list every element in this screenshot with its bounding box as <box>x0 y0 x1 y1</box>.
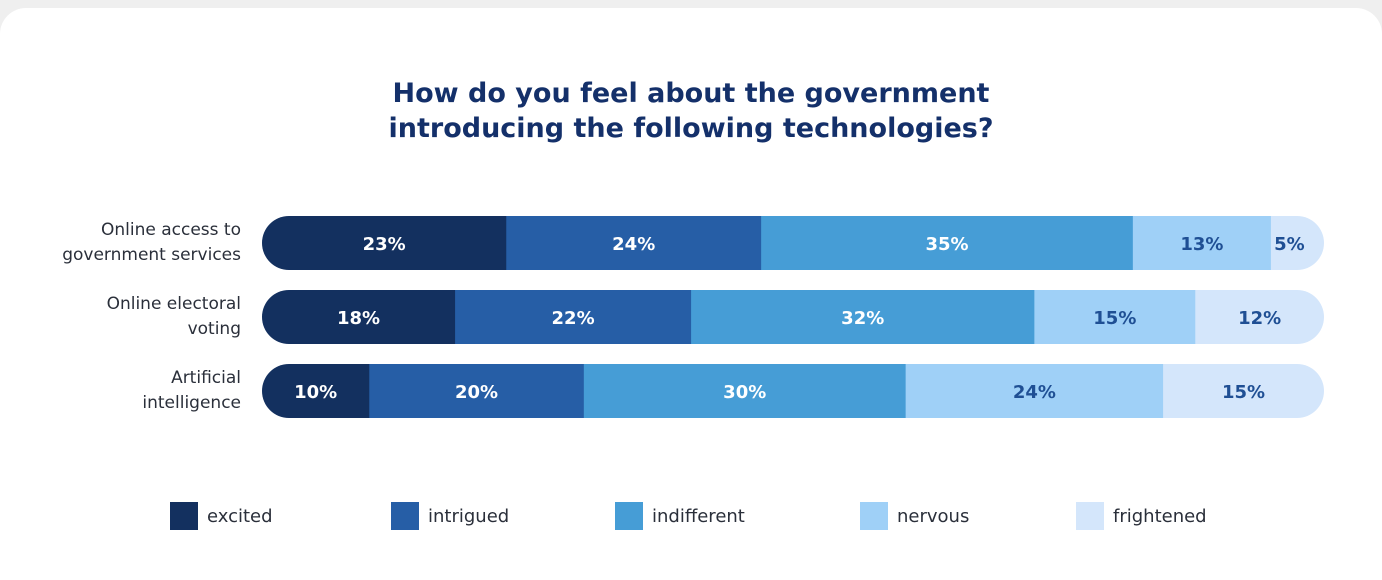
legend-swatch <box>391 502 419 530</box>
chart-title-line-2: introducing the following technologies? <box>388 113 994 144</box>
chart-title-line-1: How do you feel about the government <box>392 78 990 109</box>
bar-segment-indifferent <box>691 290 1035 344</box>
legend-label: intrigued <box>428 505 510 527</box>
category-label: Artificial intelligence <box>142 368 241 413</box>
legend-item-intrigued: intrigued <box>391 502 509 530</box>
data-label: 22% <box>552 308 595 329</box>
bar-row <box>262 216 1324 270</box>
bar-segment-frightened <box>1270 216 1324 270</box>
legend-label: excited <box>207 505 273 527</box>
data-label: 15% <box>1093 308 1136 329</box>
legend-swatch <box>615 502 643 530</box>
data-label: 20% <box>455 382 498 403</box>
legend-item-indifferent: indifferent <box>615 502 745 530</box>
chart-title: How do you feel about the government int… <box>0 76 1382 146</box>
legend-label: nervous <box>897 505 970 527</box>
bar-segment-excited <box>262 364 370 418</box>
category-label: Online electoral voting <box>107 294 241 339</box>
bar-segment-nervous <box>1132 216 1272 270</box>
bar-segment-intrigued <box>506 216 762 270</box>
legend-swatch <box>170 502 198 530</box>
legend-item-excited: excited <box>170 502 273 530</box>
bar-segment-nervous <box>905 364 1164 418</box>
bar-row <box>262 290 1324 344</box>
chart-legend: excited intrigued indifferent nervous fright… <box>0 502 1382 530</box>
bar-segment-excited <box>262 290 456 344</box>
bar-segment-intrigued <box>455 290 692 344</box>
bar-segment-frightened <box>1195 290 1324 344</box>
data-label: 35% <box>925 234 968 255</box>
data-label: 30% <box>723 382 766 403</box>
data-label: 32% <box>841 308 884 329</box>
bar-segment-frightened <box>1163 364 1324 418</box>
data-label: 15% <box>1222 382 1265 403</box>
data-label: 10% <box>294 382 337 403</box>
legend-label: frightened <box>1113 505 1207 527</box>
bar-segment-indifferent <box>761 216 1134 270</box>
data-label: 18% <box>337 308 380 329</box>
legend-label: indifferent <box>652 505 745 527</box>
data-label: 23% <box>363 234 406 255</box>
category-label: Online access to government services <box>62 220 241 265</box>
bar-segment-indifferent <box>583 364 907 418</box>
bar-segment-nervous <box>1034 290 1196 344</box>
bar-row <box>262 364 1324 418</box>
legend-item-nervous: nervous <box>860 502 969 530</box>
data-label: 12% <box>1238 308 1281 329</box>
bar-segment-excited <box>262 216 507 270</box>
legend-swatch <box>1076 502 1104 530</box>
data-label: 24% <box>1013 382 1056 403</box>
data-label: 24% <box>612 234 655 255</box>
data-label: 5% <box>1274 234 1305 255</box>
data-label: 13% <box>1180 234 1223 255</box>
legend-swatch <box>860 502 888 530</box>
bar-segment-intrigued <box>369 364 585 418</box>
legend-item-frightened: frightened <box>1076 502 1207 530</box>
